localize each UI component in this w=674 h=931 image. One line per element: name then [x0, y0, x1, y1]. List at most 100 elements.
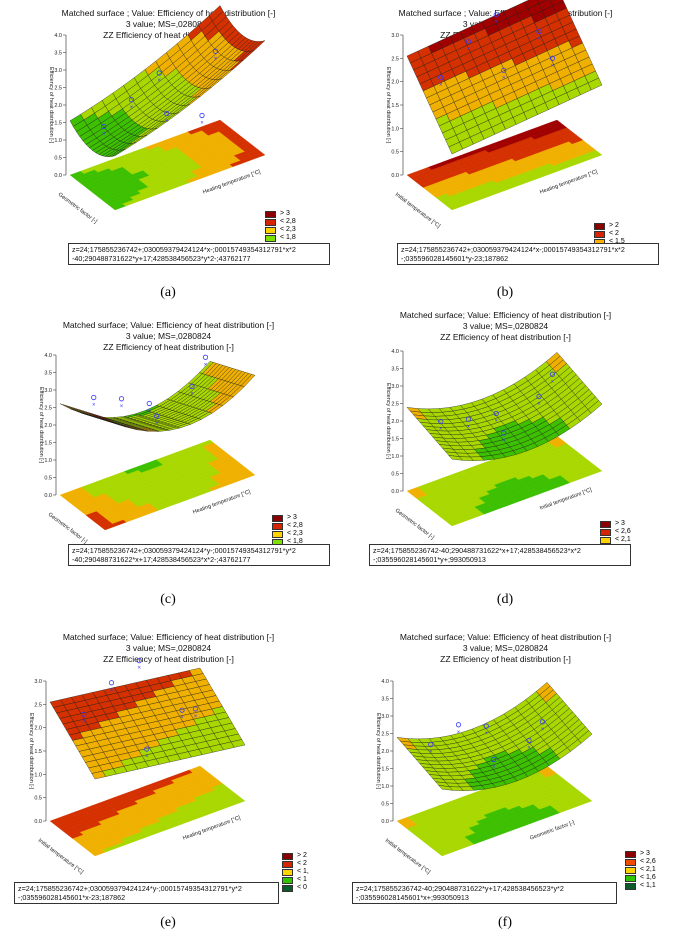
surface-cell [250, 40, 266, 52]
data-point-marker: × [110, 688, 114, 694]
z-tick-label: 3.0 [44, 388, 52, 394]
data-point [455, 722, 462, 728]
data-point [549, 371, 556, 377]
surface-cell [577, 730, 593, 744]
data-point-marker: × [541, 727, 545, 733]
regression-equation: z=24;175855236742+;030059379424124*x-;00… [397, 243, 659, 265]
panel-a: Matched surface ; Value: Efficiency of h… [0, 0, 337, 310]
title-line: ZZ Efficiency of heat distribution [-] [440, 332, 571, 342]
legend-item: > 3 [265, 210, 296, 218]
floor-contour-cell [545, 119, 561, 127]
data-point [539, 719, 546, 725]
z-axis-label: Efficiency of heat distribution [-] [28, 713, 34, 790]
data-point [526, 737, 532, 744]
legend-item: < 1,1 [625, 882, 656, 890]
title-line: ZZ Efficiency of heat distribution [-] [103, 30, 234, 40]
data-point [144, 746, 150, 752]
z-tick-label: 0.5 [391, 472, 399, 478]
panel-b: Matched surface ; Value: Efficiency of h… [337, 0, 674, 310]
z-tick-label: 0.0 [54, 173, 62, 179]
data-point [136, 658, 142, 664]
surface-cell [587, 77, 603, 91]
legend-swatch [282, 876, 293, 884]
data-point-marker: × [194, 714, 198, 720]
data-point-marker: × [165, 119, 169, 125]
data-point [501, 67, 507, 73]
surface-cell [230, 739, 246, 748]
z-tick-label: 1.0 [391, 454, 399, 460]
legend-item: < 1, [282, 868, 309, 876]
panel-d: Matched surface; Value: Efficiency of he… [337, 310, 674, 620]
data-point [465, 38, 472, 45]
data-point [192, 706, 199, 712]
data-point-marker: × [494, 419, 498, 425]
data-point-marker: × [147, 409, 151, 415]
plot-title: Matched surface; Value: Efficiency of he… [0, 320, 337, 353]
legend-item: > 2 [282, 852, 309, 860]
z-tick-label: 1.5 [391, 103, 399, 109]
data-point [81, 711, 87, 717]
z-tick-label: 3.5 [391, 367, 399, 373]
z-tick-label: 2.5 [391, 56, 399, 62]
y-axis-label: Initial temperature [°C] [394, 192, 442, 230]
z-tick-label: 1.5 [54, 121, 62, 127]
title-line: Matched surface; Value: Efficiency of he… [399, 310, 612, 320]
data-point-marker: × [92, 403, 96, 409]
data-point-marker: × [527, 746, 531, 752]
title-line: Matched surface; Value: Efficiency of he… [62, 320, 275, 330]
z-tick-label: 0.0 [44, 493, 52, 499]
data-point [428, 741, 434, 748]
legend-swatch [272, 514, 283, 522]
floor-contour-cell [188, 765, 204, 773]
surface-cell [587, 400, 603, 414]
data-point-marker: × [551, 63, 555, 69]
data-point [128, 97, 135, 103]
y-axis-label: Geometric factor [-] [57, 192, 99, 225]
z-tick-label: 2.0 [34, 726, 42, 732]
legend-item: > 2 [594, 222, 625, 230]
data-point-marker: × [180, 715, 184, 721]
legend-label: < 2,6 [640, 858, 656, 865]
surface-plot: 4.0 3.5 3.0 2.5 2.0 1.5 1.0 0.5 0.0 Efficiency of… [38, 353, 256, 545]
legend-label: > 3 [640, 850, 650, 857]
legend-label: < 2,3 [287, 530, 303, 537]
data-point-marker: × [204, 362, 208, 368]
data-point-marker: × [439, 427, 443, 433]
z-tick-label: 4.0 [54, 33, 62, 39]
data-point [179, 707, 185, 713]
legend-label: < 2,1 [615, 536, 631, 543]
z-tick-label: 4.0 [381, 679, 389, 685]
legend-item: < 1,8 [265, 234, 296, 242]
z-tick-label: 2.5 [54, 86, 62, 92]
panel-f: Matched surface; Value: Efficiency of he… [337, 620, 674, 931]
legend-swatch [625, 850, 636, 858]
data-point-marker: × [484, 731, 488, 737]
legend-swatch [272, 530, 283, 538]
z-tick-label: 0.5 [54, 156, 62, 162]
z-tick-label: 0.0 [391, 173, 399, 179]
y-axis-label: Initial temperature [°C] [384, 838, 432, 876]
legend-label: < 2,8 [280, 218, 296, 225]
legend: > 3 < 2,8 < 2,3 < 1,8 [265, 210, 296, 242]
data-point-marker: × [200, 121, 204, 127]
legend-label: < 1,8 [287, 538, 303, 545]
legend-item: < 2 [594, 230, 625, 238]
legend-label: < 1,1 [640, 882, 656, 889]
z-axis-label: Efficiency of heat distribution [-] [375, 713, 381, 790]
data-point-marker: × [551, 379, 555, 385]
panel-c: Matched surface; Value: Efficiency of he… [0, 310, 337, 620]
panel-label: (a) [160, 285, 176, 300]
data-point [156, 70, 162, 76]
data-point-marker: × [130, 105, 134, 111]
legend: > 3 < 2,8 < 2,3 < 1,8 [272, 514, 303, 546]
legend-label: < 1,5 [609, 238, 625, 245]
z-tick-label: 3.0 [381, 714, 389, 720]
data-point [199, 112, 205, 119]
z-tick-label: 0.5 [381, 802, 389, 808]
regression-equation: z=24;175855236742-40;290488731622*y+17;4… [352, 882, 617, 904]
z-tick-label: 2.5 [44, 406, 52, 412]
legend-item: < 2 [282, 860, 309, 868]
legend-label: < 2 [609, 230, 619, 237]
data-point [438, 74, 444, 81]
data-point [212, 48, 219, 54]
